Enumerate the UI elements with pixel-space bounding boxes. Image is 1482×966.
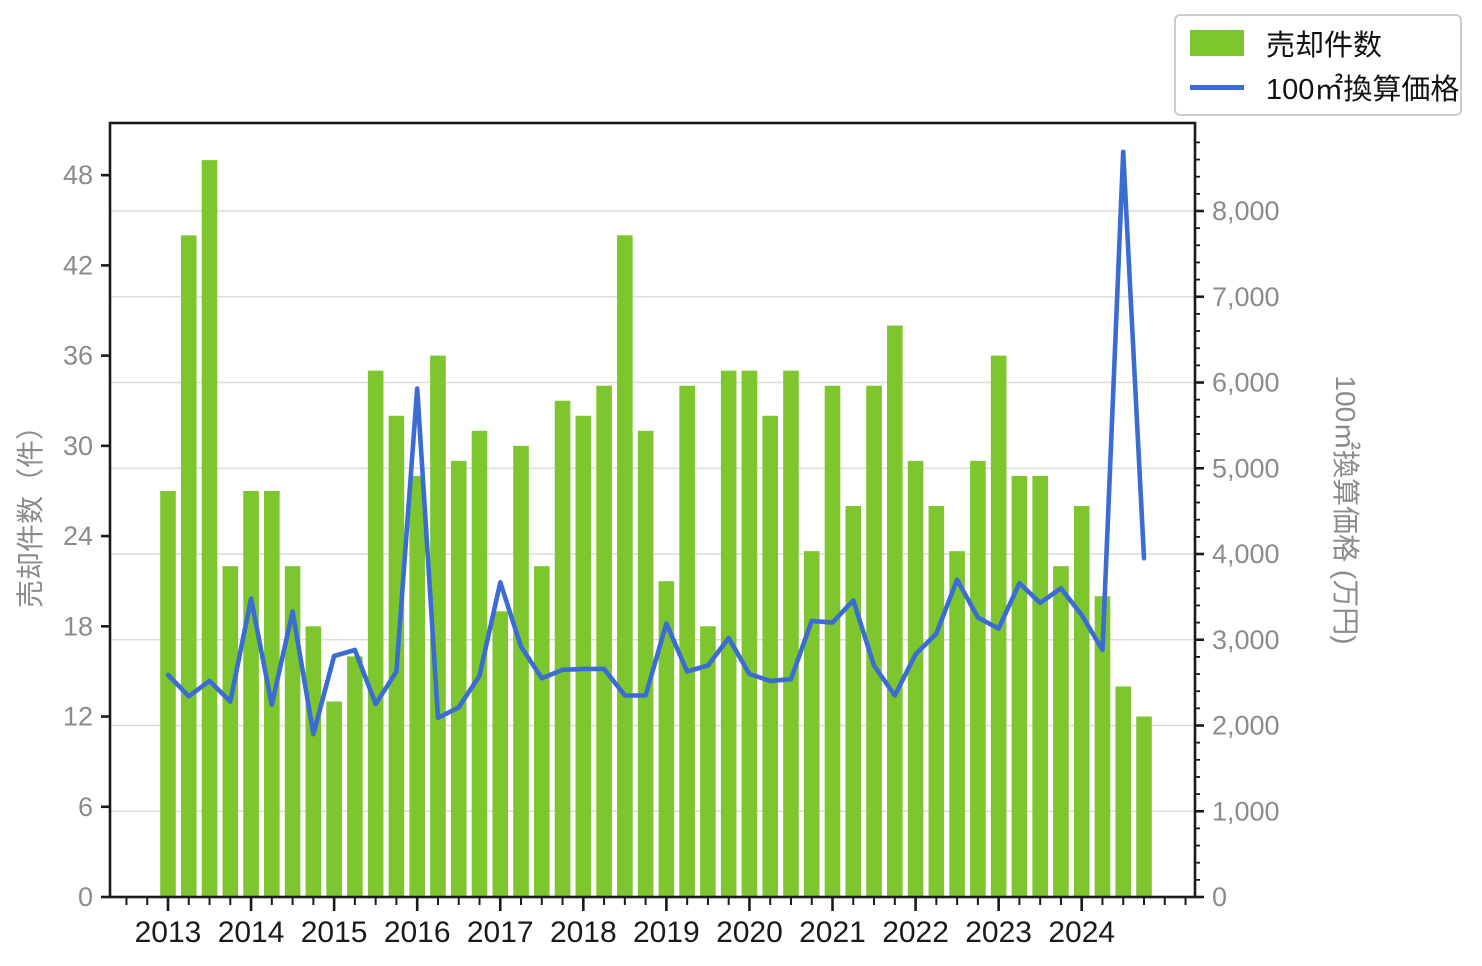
right-tick-label-8000: 8,000 bbox=[1212, 196, 1280, 226]
left-tick-label-18: 18 bbox=[63, 611, 93, 641]
bar-2015Q1 bbox=[326, 701, 342, 897]
bar-2022Q3 bbox=[949, 551, 965, 897]
right-axis-title: 100㎡換算価格 (万円) bbox=[1330, 375, 1361, 644]
bar-2014Q3 bbox=[284, 566, 301, 897]
plot-border bbox=[108, 121, 1197, 899]
bar-2021Q3 bbox=[866, 385, 882, 897]
bar-2013Q4 bbox=[222, 566, 239, 897]
bar-2019Q2 bbox=[679, 385, 695, 897]
bar-2021Q2 bbox=[845, 506, 862, 897]
bar-2020Q3 bbox=[783, 370, 799, 897]
bar-2019Q3 bbox=[700, 626, 716, 897]
bar-2015Q2 bbox=[347, 656, 363, 897]
right-axis bbox=[1195, 141, 1204, 899]
bar-2018Q4 bbox=[637, 430, 654, 897]
x-axis bbox=[125, 897, 1187, 911]
bar-2023Q4 bbox=[1053, 566, 1069, 897]
legend-label-sales-count: 売却件数 bbox=[1266, 30, 1383, 62]
bar-2015Q3 bbox=[367, 370, 384, 897]
bar-2018Q1 bbox=[575, 415, 592, 897]
right-tick-label-1000: 1,000 bbox=[1212, 796, 1280, 826]
bar-2023Q3 bbox=[1032, 475, 1048, 897]
x-tick-label-2024: 2024 bbox=[1048, 916, 1115, 949]
bar-2024Q2 bbox=[1094, 596, 1111, 897]
x-tick-label-2018: 2018 bbox=[550, 916, 617, 949]
bar-2020Q1 bbox=[741, 370, 758, 897]
x-tick-label-2013: 2013 bbox=[135, 916, 202, 949]
left-tick-label-0: 0 bbox=[78, 882, 93, 912]
bar-2021Q1 bbox=[824, 385, 841, 897]
x-tick-label-2015: 2015 bbox=[301, 916, 368, 949]
x-tick-label-2014: 2014 bbox=[218, 916, 285, 949]
bar-2022Q1 bbox=[907, 460, 924, 897]
bar-2018Q3 bbox=[617, 235, 633, 897]
bar-2017Q4 bbox=[554, 400, 571, 897]
left-axis-title: 売却件数（件） bbox=[15, 412, 46, 608]
left-tick-label-24: 24 bbox=[63, 521, 93, 551]
bar-2016Q2 bbox=[430, 355, 446, 897]
left-axis bbox=[101, 173, 110, 899]
x-tick-label-2022: 2022 bbox=[882, 916, 949, 949]
bar-2018Q2 bbox=[596, 385, 612, 897]
right-tick-label-7000: 7,000 bbox=[1212, 282, 1280, 312]
bar-2024Q3 bbox=[1115, 686, 1132, 897]
left-tick-label-6: 6 bbox=[78, 792, 93, 822]
x-tick-label-2017: 2017 bbox=[467, 916, 534, 949]
left-tick-label-12: 12 bbox=[63, 702, 93, 732]
right-tick-label-5000: 5,000 bbox=[1212, 453, 1280, 483]
bar-2017Q2 bbox=[513, 445, 529, 897]
bar-2013Q1 bbox=[160, 490, 176, 897]
left-tick-label-42: 42 bbox=[63, 250, 93, 280]
bar-2016Q3 bbox=[450, 460, 467, 897]
left-tick-label-36: 36 bbox=[63, 341, 93, 371]
bar-2017Q3 bbox=[533, 566, 550, 897]
legend-item-price: 100㎡換算価格 bbox=[1190, 70, 1459, 106]
line-series-swatch bbox=[1190, 84, 1244, 90]
bar-2016Q1 bbox=[409, 475, 425, 897]
bar-2014Q1 bbox=[243, 490, 259, 897]
bar-2019Q1 bbox=[658, 581, 675, 897]
bar-2023Q2 bbox=[1011, 475, 1028, 897]
left-tick-label-48: 48 bbox=[63, 160, 93, 190]
right-tick-label-6000: 6,000 bbox=[1212, 368, 1280, 398]
bar-2020Q2 bbox=[762, 415, 779, 897]
legend-item-sales-count: 売却件数 bbox=[1190, 26, 1446, 62]
bar-2024Q4 bbox=[1136, 716, 1152, 897]
x-tick-label-2021: 2021 bbox=[799, 916, 866, 949]
bar-series-swatch bbox=[1190, 30, 1244, 56]
right-tick-label-4000: 4,000 bbox=[1212, 539, 1280, 569]
bar-2024Q1 bbox=[1073, 506, 1090, 897]
bar-2013Q3 bbox=[201, 160, 218, 897]
chart-legend: 売却件数 100㎡換算価格 bbox=[1174, 14, 1462, 116]
bar-2013Q2 bbox=[180, 235, 197, 897]
bar-2020Q4 bbox=[803, 551, 820, 897]
bar-2021Q4 bbox=[887, 325, 903, 897]
bar-2022Q2 bbox=[928, 506, 945, 897]
right-tick-label-3000: 3,000 bbox=[1212, 625, 1280, 655]
bar-2016Q4 bbox=[471, 430, 488, 897]
bar-2014Q4 bbox=[305, 626, 322, 897]
x-tick-label-2019: 2019 bbox=[633, 916, 700, 949]
bar-2022Q4 bbox=[970, 460, 986, 897]
left-tick-label-30: 30 bbox=[63, 431, 93, 461]
bar-series-sales-count bbox=[160, 160, 1152, 897]
bar-2017Q1 bbox=[492, 611, 509, 897]
right-tick-label-0: 0 bbox=[1212, 882, 1227, 912]
x-tick-label-2016: 2016 bbox=[384, 916, 451, 949]
line-series-price bbox=[165, 149, 1147, 737]
bar-2019Q4 bbox=[720, 370, 737, 897]
right-tick-label-2000: 2,000 bbox=[1212, 711, 1280, 741]
legend-label-price: 100㎡換算価格 bbox=[1266, 74, 1460, 106]
x-tick-label-2020: 2020 bbox=[716, 916, 783, 949]
x-tick-label-2023: 2023 bbox=[965, 916, 1032, 949]
